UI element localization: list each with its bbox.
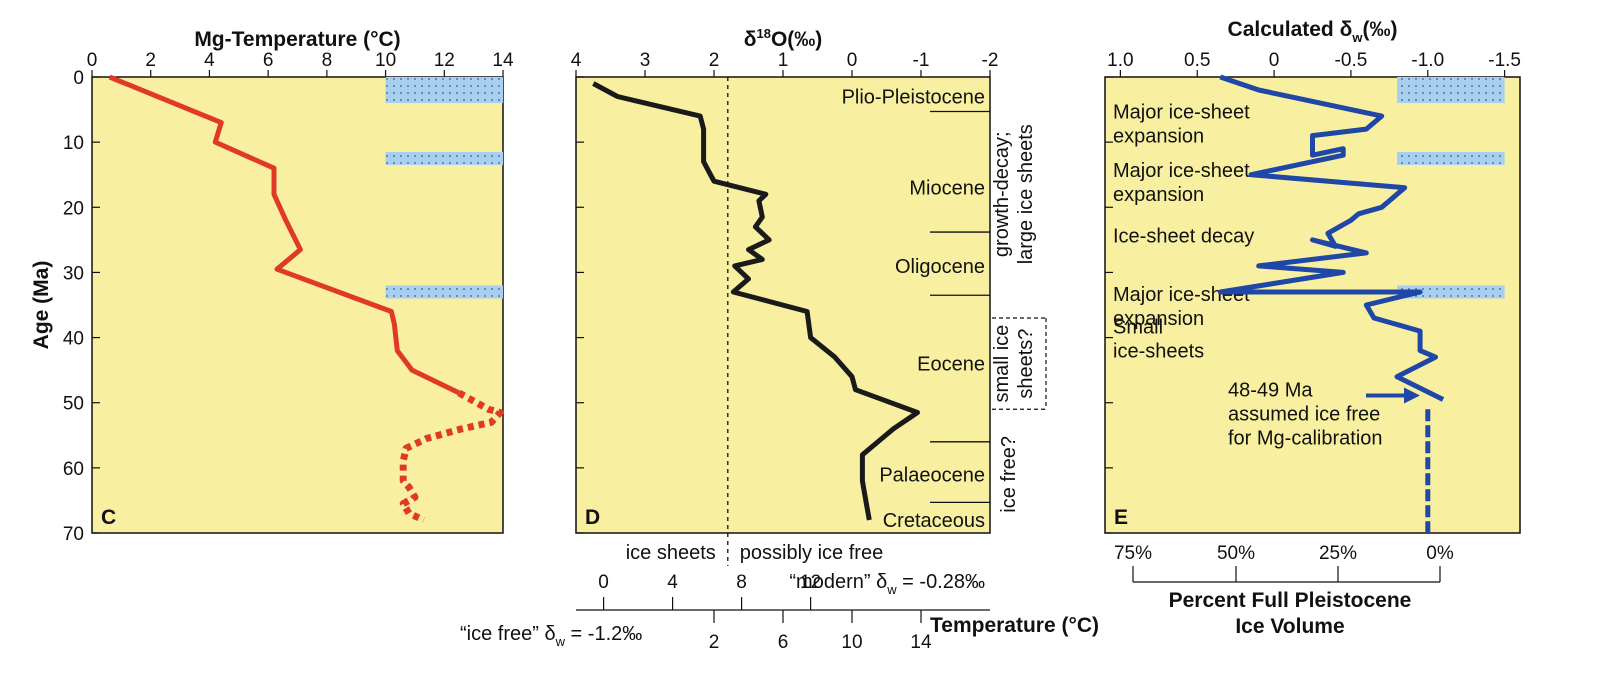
panel-c-background [92,77,503,533]
side-label-line: growth-decay; [991,131,1013,257]
side-label: ice free? [998,436,1020,513]
panel-e-label: E [1114,506,1128,529]
panel-c-y-tick-label: 40 [63,329,84,350]
epoch-label: Oligocene [895,256,985,278]
panel-e-title: Calculated δw(‰) [1228,18,1398,45]
ice-volume-tick-label: 50% [1217,543,1255,564]
panel-d-x-tick-label: 4 [571,50,582,71]
ice-free-temp-tick-label: 6 [778,632,789,653]
modern-temp-tick-label: 8 [736,572,747,593]
title-part: δ [744,28,757,51]
modern-temp-tick-label: 4 [667,572,678,593]
panel-c-y-tick-label: 70 [63,524,84,545]
ice-free-dw-label: “ice free” δw = -1.2‰ [460,623,642,649]
panel-c-y-tick-label: 0 [73,68,84,89]
temperature-axis-title: Temperature (°C) [930,614,1099,637]
ice-free-dw-label-part: w [555,634,566,649]
panel-c-y-tick-label: 30 [63,263,84,284]
modern-dw-label: “modern” δw = -0.28‰ [789,571,985,597]
side-label-line: small ice [991,325,1013,403]
panel-c-title: Mg-Temperature (°C) [194,28,400,51]
panel-c-ice-bar [386,285,503,298]
panel-c-x-tick-label: 4 [204,50,215,71]
panel-c-x-tick-label: 0 [87,50,98,71]
possibly-ice-free-label: possibly ice free [740,542,883,564]
modern-dw-label-part: w [886,582,897,597]
age-axis-title: Age (Ma) [30,261,53,350]
panel-e-x-tick-label: 1.0 [1107,50,1133,71]
ice-free-dw-label-part: “ice free” δ [460,623,556,645]
panel-c-y-tick-label: 60 [63,459,84,480]
panel-e-title-part: Calculated δ [1228,18,1353,41]
annotation-line: Major ice-sheet [1113,284,1250,306]
epoch-label: Cretaceous [883,510,985,532]
panel-e-x-tick-label: 0.5 [1184,50,1210,71]
annotation-line: Major ice-sheet [1113,102,1250,124]
panel-d-x-tick-label: 3 [640,50,651,71]
annotation-line: assumed ice free [1228,404,1380,426]
panel-e-ice-bar [1397,77,1505,103]
ice-free-temp-tick-label: 2 [709,632,720,653]
ice-volume-tick-label: 0% [1426,543,1454,564]
panel-d-x-tick-label: 1 [778,50,789,71]
panel-d-x-tick-label: 2 [709,50,720,71]
panel-d-x-tick-label: -2 [982,50,999,71]
epoch-label: Eocene [917,354,985,376]
ice-volume-axis-title: Ice Volume [1235,615,1344,638]
title-part: O(‰) [771,28,822,51]
panel-c-x-tick-label: 8 [322,50,333,71]
side-label: growth-decay; large ice sheets [991,124,1037,264]
panel-c-x-tick-label: 12 [434,50,455,71]
panel-c-ice-bar [386,152,503,165]
panel-c-x-tick-label: 14 [492,50,514,71]
panel-d-x-tick-label: -1 [913,50,930,71]
ice-volume-tick-label: 75% [1114,543,1152,564]
annotation-line: expansion [1113,126,1204,148]
panel-c-x-tick-label: 6 [263,50,274,71]
panel-e-annotation: Ice-sheet decay [1113,225,1254,247]
annotation-line: for Mg-calibration [1228,428,1383,450]
panel-c-x-tick-label: 10 [375,50,396,71]
modern-dw-label-part: = -0.28‰ [897,571,985,593]
panel-c-x-tick-label: 2 [145,50,156,71]
epoch-label: Plio-Pleistocene [842,87,985,109]
ice-volume-axis-title: Percent Full Pleistocene [1169,589,1412,612]
modern-temp-tick-label: 0 [598,572,609,593]
side-label-line: ice free? [998,436,1020,513]
annotation-line: Small [1113,317,1163,339]
panel-c-y-tick-label: 20 [63,198,84,219]
panel-c-ice-bar [386,77,503,103]
panel-e-x-tick-label: -0.5 [1335,50,1368,71]
epoch-label: Miocene [909,178,985,200]
title-sup: 18 [756,26,770,41]
panel-e-x-tick-label: -1.5 [1488,50,1521,71]
panel-e-x-tick-label: 0 [1269,50,1280,71]
panel-c-y-tick-label: 50 [63,394,84,415]
panel-d-x-tick-label: 0 [847,50,858,71]
ice-sheets-label: ice sheets [626,542,716,564]
ice-free-temp-tick-label: 10 [841,632,862,653]
ice-free-dw-label-part: = -1.2‰ [565,623,642,645]
side-label-line: sheets? [1015,329,1037,399]
annotation-line: 48-49 Ma [1228,380,1313,402]
ice-volume-tick-label: 25% [1319,543,1357,564]
annotation-line: Major ice-sheet [1113,160,1250,182]
annotation-line: Ice-sheet decay [1113,225,1254,247]
epoch-label: Palaeocene [879,464,985,486]
panel-e-title-part: (‰) [1362,18,1397,41]
panel-c-label: C [101,506,116,529]
annotation-line: ice-sheets [1113,341,1204,363]
panel-d-title: δ18O(‰) [744,26,823,51]
modern-dw-label-part: “modern” δ [789,571,887,593]
panel-e-ice-bar [1397,152,1505,165]
side-label-line: large ice sheets [1015,124,1037,264]
panel-d-label: D [585,506,600,529]
ice-free-temp-tick-label: 14 [910,632,932,653]
panel-c-y-tick-label: 10 [63,133,84,154]
panel-e-x-tick-label: -1.0 [1411,50,1444,71]
annotation-line: expansion [1113,184,1204,206]
side-label: small ice sheets? [991,325,1037,403]
